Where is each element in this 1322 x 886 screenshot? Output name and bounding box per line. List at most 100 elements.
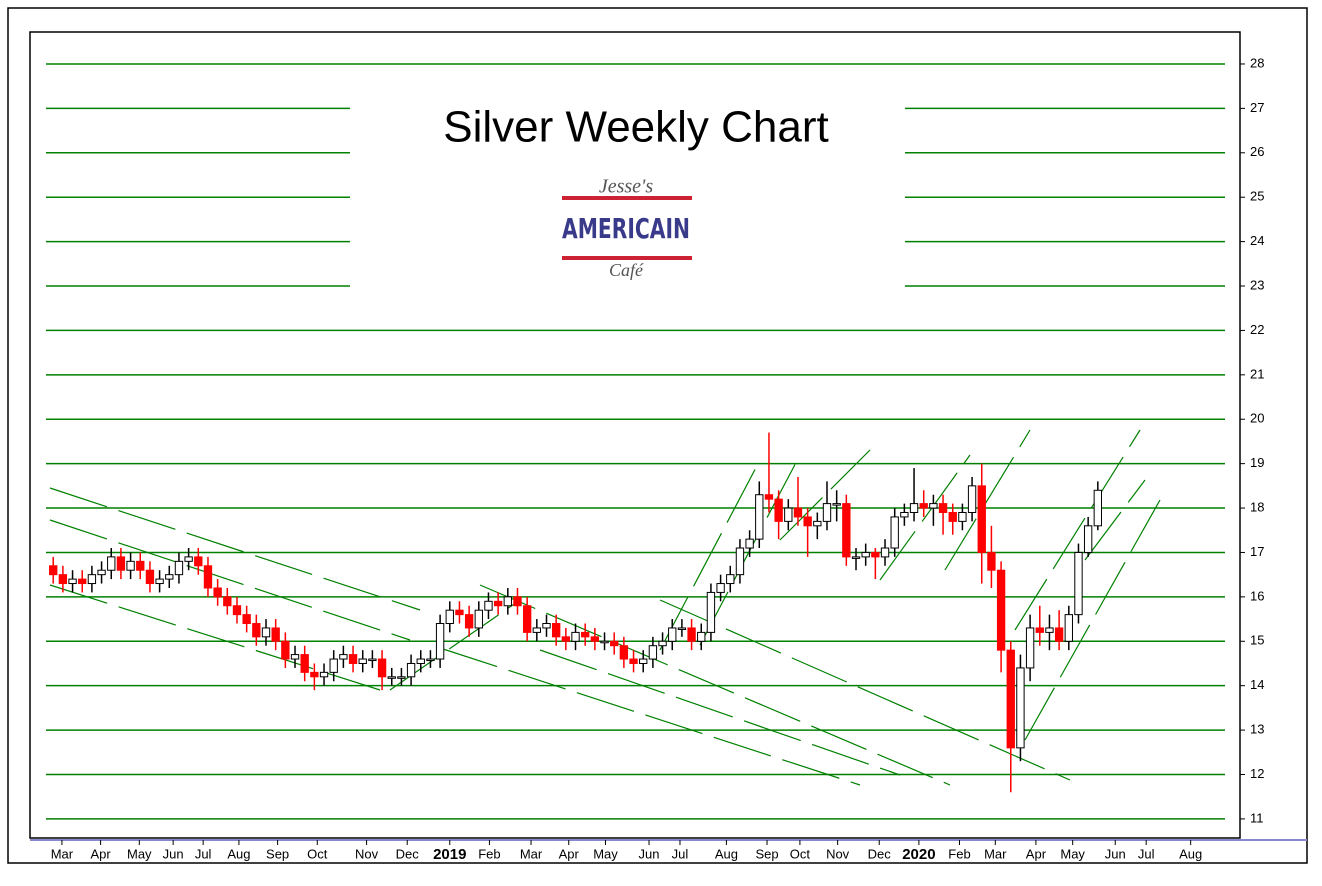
x-tick-label: Aug bbox=[1179, 846, 1202, 861]
candle-body bbox=[126, 560, 135, 571]
x-tick-label: Nov bbox=[355, 846, 379, 861]
candle-body bbox=[155, 578, 164, 585]
candle-body bbox=[977, 485, 986, 553]
candle-body bbox=[871, 551, 880, 558]
trend-line bbox=[49, 487, 421, 611]
y-tick-label: 13 bbox=[1250, 722, 1264, 737]
trend-line bbox=[49, 519, 411, 641]
candle-body bbox=[629, 658, 638, 664]
candle-body bbox=[668, 627, 677, 642]
chart-title: Silver Weekly Chart bbox=[443, 103, 829, 152]
x-tick-label: Mar bbox=[51, 846, 74, 861]
candle-body bbox=[1054, 627, 1064, 642]
y-tick-label: 22 bbox=[1250, 322, 1264, 337]
candle-body bbox=[581, 631, 590, 638]
candle-body bbox=[948, 511, 957, 522]
candle-body bbox=[561, 636, 571, 642]
y-tick-label: 27 bbox=[1250, 100, 1264, 115]
axes: 11 12 13 14 15 16 17 18 19 20 21 22 23 24 25 26 27 28 Mar A… bbox=[51, 55, 1265, 863]
candle-body bbox=[368, 658, 377, 662]
x-tick-label: Sep bbox=[755, 846, 778, 861]
candle-body bbox=[261, 627, 271, 638]
candle-body bbox=[1025, 627, 1035, 669]
candle-body bbox=[174, 560, 184, 576]
candle-body bbox=[290, 654, 300, 660]
candle-body bbox=[97, 569, 106, 576]
x-tick-label: Oct bbox=[790, 846, 811, 861]
candle-body bbox=[145, 569, 155, 585]
candle-body bbox=[377, 658, 387, 678]
candle-body bbox=[435, 623, 445, 660]
x-tick-label: May bbox=[127, 846, 152, 861]
candle-body bbox=[793, 507, 803, 518]
candle-body bbox=[716, 583, 725, 593]
trend-line bbox=[1084, 479, 1146, 561]
candle-body bbox=[996, 569, 1006, 651]
logo: Jesse's AMERICAIN Café bbox=[562, 176, 692, 280]
x-tick-label: Jul bbox=[672, 846, 689, 861]
candle-body bbox=[726, 574, 735, 585]
candle-body bbox=[397, 676, 406, 679]
candle-body bbox=[387, 676, 396, 679]
candle-body bbox=[242, 614, 251, 625]
candle-body bbox=[300, 654, 309, 673]
candle-body bbox=[919, 503, 928, 509]
y-tick-label: 23 bbox=[1250, 277, 1264, 292]
x-tick-label: Dec bbox=[396, 846, 420, 861]
candle-body bbox=[967, 485, 977, 513]
candle-body bbox=[861, 551, 870, 558]
candle-body bbox=[58, 574, 68, 585]
x-tick-label: May bbox=[1060, 846, 1085, 861]
candle-body bbox=[880, 547, 890, 558]
candle-body bbox=[1064, 614, 1073, 642]
candle-body bbox=[938, 503, 948, 513]
candle-body bbox=[590, 636, 600, 642]
candle-body bbox=[503, 596, 512, 607]
candle-body bbox=[677, 627, 687, 630]
candle-body bbox=[358, 658, 367, 664]
x-tick-label: May bbox=[593, 846, 618, 861]
x-tick-label: Nov bbox=[826, 846, 850, 861]
candle-body bbox=[474, 609, 483, 629]
candle-body bbox=[184, 556, 193, 562]
x-tick-label: Mar bbox=[984, 846, 1007, 861]
x-tick-label: Aug bbox=[715, 846, 738, 861]
candle-body bbox=[464, 614, 474, 629]
candle-body bbox=[909, 503, 919, 513]
candle-body bbox=[648, 645, 658, 660]
candle-body bbox=[107, 556, 116, 571]
candle-body bbox=[900, 511, 909, 518]
trend-line bbox=[879, 454, 971, 581]
candle-body bbox=[1083, 525, 1093, 553]
candle-body bbox=[281, 640, 290, 660]
y-tick-label: 16 bbox=[1250, 588, 1264, 603]
y-tick-label: 28 bbox=[1250, 55, 1264, 70]
candle-body bbox=[271, 627, 280, 642]
candle-body bbox=[764, 494, 774, 500]
candle-body bbox=[310, 671, 319, 678]
candle-body bbox=[929, 503, 938, 509]
candle-body bbox=[348, 654, 358, 664]
y-tick-label: 17 bbox=[1250, 544, 1264, 559]
candle-body bbox=[1006, 649, 1015, 749]
x-tick-label: Feb bbox=[948, 846, 970, 861]
candle-body bbox=[78, 578, 87, 585]
y-tick-label: 21 bbox=[1250, 366, 1264, 381]
logo-stripe bbox=[562, 196, 692, 200]
candle-body bbox=[987, 551, 996, 571]
candle-body bbox=[687, 627, 696, 642]
trend-line bbox=[659, 459, 761, 651]
x-tick-label: Jun bbox=[639, 846, 660, 861]
x-tick-label: Feb bbox=[478, 846, 500, 861]
candle-body bbox=[822, 503, 832, 522]
candle-body bbox=[252, 623, 261, 638]
candle-body bbox=[416, 658, 425, 664]
trend-line bbox=[479, 584, 951, 786]
trend-line bbox=[439, 647, 861, 786]
candle-body bbox=[551, 623, 561, 638]
candle-body bbox=[706, 591, 716, 633]
candle-body bbox=[445, 609, 454, 625]
candle-body bbox=[803, 516, 812, 527]
candle-body bbox=[213, 587, 222, 598]
